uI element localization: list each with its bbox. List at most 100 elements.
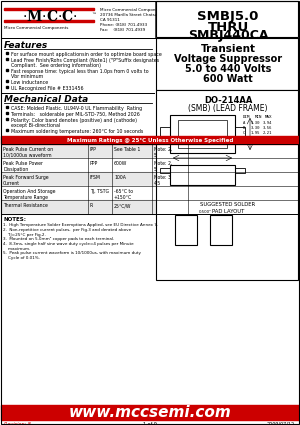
Bar xyxy=(156,38,298,90)
Text: 5: 5 xyxy=(154,153,157,158)
Text: 1.95: 1.95 xyxy=(251,131,260,135)
Text: 5.  Peak pulse current waveform is 10/1000us, with maximum duty: 5. Peak pulse current waveform is 10/100… xyxy=(3,251,141,255)
Text: 3.  Mounted on 5.0mm² copper pads to each terminal.: 3. Mounted on 5.0mm² copper pads to each… xyxy=(3,237,114,241)
Text: 3.94: 3.94 xyxy=(263,121,272,125)
Text: Micro Commercial Components: Micro Commercial Components xyxy=(4,26,68,30)
Text: -65°C to: -65°C to xyxy=(114,189,133,194)
Text: Lead Free Finish/Rohs Compliant (Note1) ("P"Suffix designates: Lead Free Finish/Rohs Compliant (Note1) … xyxy=(11,58,159,63)
Text: 20736 Marilla Street Chatsworth: 20736 Marilla Street Chatsworth xyxy=(100,13,166,17)
Text: MAX: MAX xyxy=(265,115,272,119)
Bar xyxy=(1,186,298,200)
Text: 600 Watt: 600 Watt xyxy=(203,74,253,84)
Text: except Bi-directional: except Bi-directional xyxy=(11,123,60,128)
Text: Transient: Transient xyxy=(200,44,256,54)
Text: 10/1000us waveform: 10/1000us waveform xyxy=(3,153,52,158)
Text: 0.500": 0.500" xyxy=(199,210,212,214)
Text: For surface mount applicationsin order to optimize board space: For surface mount applicationsin order t… xyxy=(11,52,162,57)
Text: 25°C/W: 25°C/W xyxy=(114,203,131,208)
Text: Fax:    (818) 701-4939: Fax: (818) 701-4939 xyxy=(100,28,145,32)
Text: R: R xyxy=(90,203,93,208)
Text: TJ=25°C per Fig.2.: TJ=25°C per Fig.2. xyxy=(3,232,46,236)
Text: Note: 2,: Note: 2, xyxy=(154,161,172,166)
Text: 4.  8.3ms, single half sine wave duty cycle=4 pulses per Minute: 4. 8.3ms, single half sine wave duty cyc… xyxy=(3,242,134,246)
Text: Revision: 8: Revision: 8 xyxy=(4,422,31,425)
Text: 4,5: 4,5 xyxy=(154,181,161,185)
Text: Operation And Storage: Operation And Storage xyxy=(3,189,56,194)
Text: A: A xyxy=(243,121,245,125)
Text: Polarity: Color band denotes (positive) and (cathode): Polarity: Color band denotes (positive) … xyxy=(11,118,137,123)
Text: B: B xyxy=(243,126,245,130)
Text: Peak Pulse Current on: Peak Pulse Current on xyxy=(3,147,53,152)
Text: 5.00: 5.00 xyxy=(263,136,272,140)
Text: Terminals:   solderable per MIL-STD-750, Method 2026: Terminals: solderable per MIL-STD-750, M… xyxy=(11,112,140,117)
Text: 3.30: 3.30 xyxy=(251,126,260,130)
Bar xyxy=(156,90,298,280)
Text: PAD LAYOUT: PAD LAYOUT xyxy=(212,209,244,214)
Text: D: D xyxy=(243,136,245,140)
Text: SMBJ440CA: SMBJ440CA xyxy=(188,29,268,42)
Text: See Table 1: See Table 1 xyxy=(114,147,140,152)
Bar xyxy=(175,215,197,245)
Text: Current: Current xyxy=(3,181,20,185)
Bar xyxy=(160,127,170,141)
Text: Note: 2,: Note: 2, xyxy=(154,147,172,152)
Text: Compliant.  See ordering information): Compliant. See ordering information) xyxy=(11,63,101,68)
Text: DO-214AA: DO-214AA xyxy=(204,96,252,105)
Bar xyxy=(160,168,170,173)
Text: Note: 3: Note: 3 xyxy=(154,175,171,180)
Text: Temperature Range: Temperature Range xyxy=(3,195,48,199)
Text: Maximum soldering temperature: 260°C for 10 seconds: Maximum soldering temperature: 260°C for… xyxy=(11,129,143,134)
Bar xyxy=(4,20,94,22)
Text: Features: Features xyxy=(4,41,48,50)
Bar xyxy=(1,158,298,172)
Text: 5: 5 xyxy=(154,167,157,172)
Text: Peak Forward Surge: Peak Forward Surge xyxy=(3,175,49,180)
Text: Voltage Suppressor: Voltage Suppressor xyxy=(174,54,282,64)
Text: 2.21: 2.21 xyxy=(263,131,272,135)
Text: Dissipation: Dissipation xyxy=(3,167,28,172)
Text: Phone: (818) 701-4933: Phone: (818) 701-4933 xyxy=(100,23,147,27)
Bar xyxy=(1,200,298,214)
Text: 3.30: 3.30 xyxy=(251,121,260,125)
Text: maximum.: maximum. xyxy=(3,246,30,250)
Text: 2.  Non-repetitive current pulses,  per Fig.3 and derated above: 2. Non-repetitive current pulses, per Fi… xyxy=(3,228,131,232)
Bar xyxy=(170,165,235,185)
Text: PPP: PPP xyxy=(90,161,98,166)
Text: IFSM: IFSM xyxy=(90,175,101,180)
Text: NOTES:: NOTES: xyxy=(3,217,26,222)
Text: Vbr minimum: Vbr minimum xyxy=(11,74,43,79)
Text: 5.0 to 440 Volts: 5.0 to 440 Volts xyxy=(185,64,271,74)
Text: THRU: THRU xyxy=(207,21,249,34)
Text: 2009/07/12: 2009/07/12 xyxy=(267,422,295,425)
Bar xyxy=(170,115,235,153)
Bar xyxy=(1,136,299,144)
Text: +150°C: +150°C xyxy=(114,195,132,199)
Text: Low inductance: Low inductance xyxy=(11,80,48,85)
Bar xyxy=(4,8,94,10)
Text: Thermal Resistance: Thermal Resistance xyxy=(3,203,48,208)
Bar xyxy=(1,172,298,186)
Text: Mechanical Data: Mechanical Data xyxy=(4,95,88,104)
Text: (SMB) (LEAD FRAME): (SMB) (LEAD FRAME) xyxy=(188,104,268,113)
Text: 1.  High Temperature Solder Exemptions Applied, see EU Directive Annex 7.: 1. High Temperature Solder Exemptions Ap… xyxy=(3,223,158,227)
Text: 600W: 600W xyxy=(114,161,128,166)
Bar xyxy=(235,127,245,141)
Bar xyxy=(235,168,245,173)
Text: 0.20: 0.20 xyxy=(263,141,272,145)
Text: 3.56: 3.56 xyxy=(263,126,272,130)
Text: SMBJ5.0: SMBJ5.0 xyxy=(197,10,259,23)
Bar xyxy=(156,1,298,37)
Text: Fast response time: typical less than 1.0ps from 0 volts to: Fast response time: typical less than 1.… xyxy=(11,69,148,74)
Text: 0.10: 0.10 xyxy=(251,141,260,145)
Text: UL Recognized File # E331456: UL Recognized File # E331456 xyxy=(11,86,83,91)
Text: 4.50: 4.50 xyxy=(251,136,260,140)
Text: 1 of 9: 1 of 9 xyxy=(143,422,157,425)
Text: www.mccsemi.com: www.mccsemi.com xyxy=(69,405,231,420)
Bar xyxy=(1,144,298,158)
Text: Cycle of 0.01%.: Cycle of 0.01%. xyxy=(3,255,40,260)
Bar xyxy=(1,405,299,420)
Text: Maximum Ratings @ 25°C Unless Otherwise Specified: Maximum Ratings @ 25°C Unless Otherwise … xyxy=(67,138,233,142)
Bar xyxy=(1,144,298,214)
Text: Peak Pulse Power: Peak Pulse Power xyxy=(3,161,43,166)
Text: $\cdot$M$\cdot$C$\cdot$C$\cdot$: $\cdot$M$\cdot$C$\cdot$C$\cdot$ xyxy=(22,9,78,24)
